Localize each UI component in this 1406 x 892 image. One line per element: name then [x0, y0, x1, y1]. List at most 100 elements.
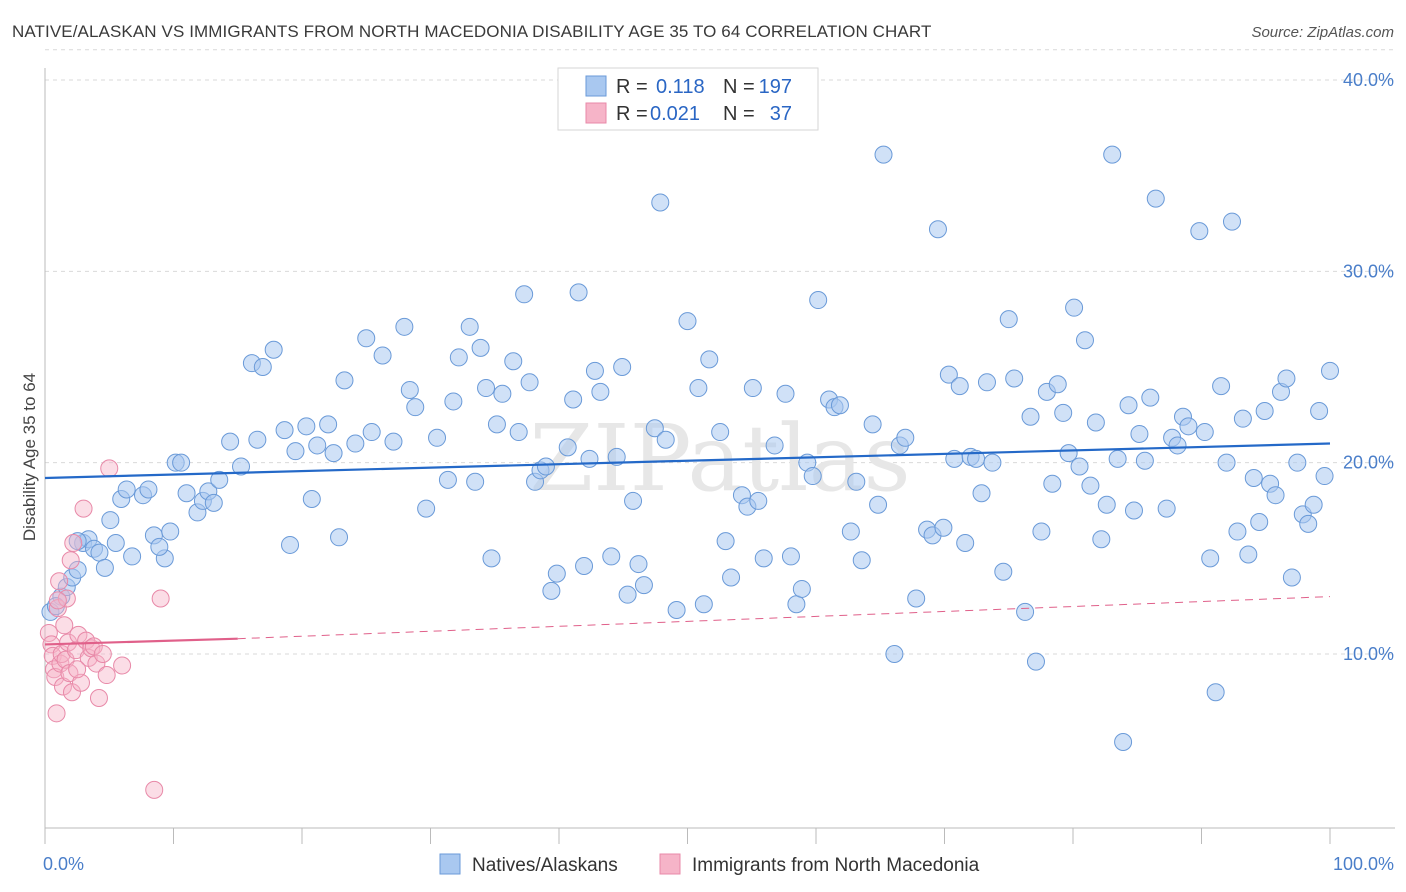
point-natives-alaskans: [711, 423, 730, 442]
point-natives-alaskans: [281, 535, 300, 554]
point-natives-alaskans: [1244, 468, 1263, 487]
point-north-macedonia: [47, 704, 66, 723]
point-north-macedonia: [97, 666, 116, 685]
legend-bottom-label-blue: Natives/Alaskans: [472, 855, 618, 876]
point-natives-alaskans: [324, 444, 343, 463]
point-natives-alaskans: [466, 472, 485, 491]
point-natives-alaskans: [308, 436, 327, 455]
point-natives-alaskans: [999, 310, 1018, 329]
point-natives-alaskans: [1097, 495, 1116, 514]
point-natives-alaskans: [934, 518, 953, 537]
point-natives-alaskans: [1206, 683, 1225, 702]
point-natives-alaskans: [1130, 424, 1149, 443]
trend-line-natives-alaskans: [44, 442, 1331, 480]
point-natives-alaskans: [1059, 444, 1078, 463]
point-natives-alaskans: [1304, 495, 1323, 514]
point-natives-alaskans: [248, 430, 267, 449]
point-natives-alaskans: [700, 350, 719, 369]
point-natives-alaskans: [471, 338, 490, 357]
point-natives-alaskans: [983, 453, 1002, 472]
point-natives-alaskans: [275, 421, 294, 440]
point-natives-alaskans: [515, 285, 534, 304]
point-natives-alaskans: [694, 595, 713, 614]
point-natives-alaskans: [482, 549, 501, 568]
point-north-macedonia: [151, 589, 170, 608]
point-natives-alaskans: [444, 392, 463, 411]
point-natives-alaskans: [1282, 568, 1301, 587]
point-natives-alaskans: [1135, 451, 1154, 470]
point-natives-alaskans: [177, 484, 196, 503]
point-natives-alaskans: [1081, 476, 1100, 495]
source-credit: Source: ZipAtlas.com: [1251, 24, 1394, 41]
point-natives-alaskans: [645, 419, 664, 438]
point-natives-alaskans: [1233, 409, 1252, 428]
point-natives-alaskans: [487, 415, 506, 434]
point-north-macedonia: [89, 689, 108, 708]
point-natives-alaskans: [896, 428, 915, 447]
point-natives-alaskans: [547, 564, 566, 583]
point-natives-alaskans: [977, 373, 996, 392]
point-natives-alaskans: [400, 380, 419, 399]
point-natives-alaskans: [139, 480, 158, 499]
legend-n-label-pink: N =: [723, 103, 755, 125]
point-natives-alaskans: [504, 352, 523, 371]
point-natives-alaskans: [651, 193, 670, 212]
point-natives-alaskans: [1114, 733, 1133, 752]
point-natives-alaskans: [1070, 457, 1089, 476]
point-natives-alaskans: [253, 358, 272, 376]
point-natives-alaskans: [395, 317, 414, 336]
point-natives-alaskans: [1179, 417, 1198, 436]
point-north-macedonia: [57, 589, 76, 608]
point-natives-alaskans: [792, 579, 811, 598]
point-natives-alaskans: [428, 428, 447, 447]
x-tick-label-max: 100.0%: [1333, 854, 1394, 874]
legend-bottom-swatch-blue: [439, 853, 461, 875]
point-natives-alaskans: [928, 220, 947, 239]
point-north-macedonia: [55, 616, 74, 635]
point-natives-alaskans: [667, 600, 686, 619]
point-natives-alaskans: [1021, 407, 1040, 426]
legend-bottom: Natives/Alaskans Immigrants from North M…: [439, 853, 980, 876]
legend-bottom-label-pink: Immigrants from North Macedonia: [692, 855, 980, 876]
point-natives-alaskans: [90, 543, 109, 562]
point-natives-alaskans: [591, 382, 610, 401]
legend-top: R = 0.118 N = 197 R = 0.021 N = 37: [557, 67, 819, 131]
legend-n-label-blue: N =: [723, 76, 755, 98]
point-natives-alaskans: [536, 457, 555, 476]
point-north-macedonia: [87, 654, 106, 673]
point-natives-alaskans: [357, 329, 376, 348]
point-natives-alaskans: [956, 534, 975, 553]
legend-n-value-pink: 37: [770, 103, 792, 125]
point-natives-alaskans: [776, 384, 795, 403]
point-natives-alaskans: [1108, 449, 1127, 468]
point-natives-alaskans: [569, 283, 588, 302]
point-north-macedonia: [46, 667, 65, 686]
point-natives-alaskans: [1299, 514, 1318, 533]
point-natives-alaskans: [1190, 222, 1209, 241]
point-natives-alaskans: [232, 457, 251, 476]
legend-swatch-pink: [585, 102, 607, 124]
point-natives-alaskans: [809, 291, 828, 310]
point-natives-alaskans: [68, 560, 87, 579]
point-natives-alaskans: [863, 415, 882, 434]
point-natives-alaskans: [1168, 436, 1187, 455]
point-natives-alaskans: [558, 438, 577, 457]
point-natives-alaskans: [1075, 331, 1094, 350]
point-natives-alaskans: [302, 490, 321, 509]
point-north-macedonia: [93, 645, 112, 663]
point-north-macedonia: [48, 591, 67, 610]
legend-swatch-blue: [585, 75, 607, 97]
point-natives-alaskans: [384, 432, 403, 451]
point-natives-alaskans: [346, 434, 365, 453]
point-natives-alaskans: [634, 576, 653, 595]
point-natives-alaskans: [716, 532, 735, 551]
point-north-macedonia: [50, 572, 69, 591]
y-tick-label-30: 30.0%: [1343, 261, 1394, 281]
point-north-macedonia: [48, 599, 67, 618]
y-tick-label-40: 40.0%: [1343, 70, 1394, 90]
point-natives-alaskans: [204, 493, 223, 512]
trend-line-north-macedonia: [44, 637, 238, 646]
point-natives-alaskans: [1048, 375, 1067, 394]
point-natives-alaskans: [607, 447, 626, 466]
